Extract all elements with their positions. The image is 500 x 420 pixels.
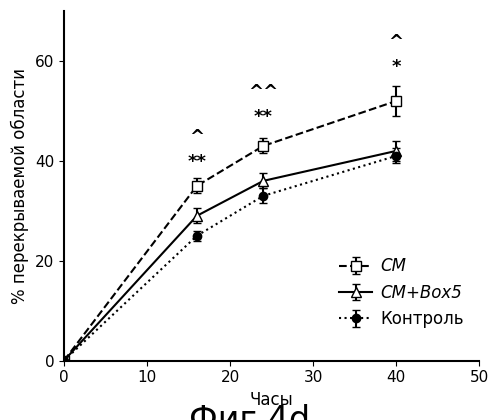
- Text: Фиг.4d: Фиг.4d: [190, 404, 310, 420]
- X-axis label: Часы: Часы: [250, 391, 294, 409]
- Text: **: **: [254, 108, 273, 126]
- Text: ^: ^: [388, 33, 404, 51]
- Text: ^^: ^^: [248, 83, 278, 101]
- Y-axis label: % перекрываемой области: % перекрываемой области: [11, 68, 30, 304]
- Text: **: **: [188, 153, 206, 171]
- Legend: CM, CM+Box5, Контроль: CM, CM+Box5, Контроль: [332, 251, 471, 335]
- Text: ^: ^: [190, 128, 204, 146]
- Text: *: *: [392, 58, 401, 76]
